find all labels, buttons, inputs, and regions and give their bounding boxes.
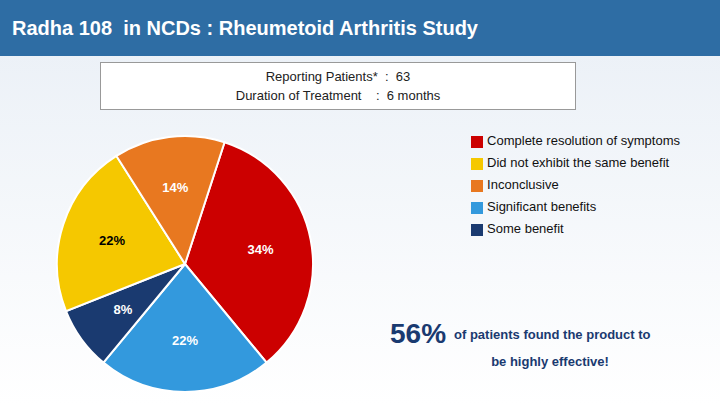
svg-text:22%: 22%	[99, 233, 125, 248]
svg-text:8%: 8%	[113, 302, 132, 317]
html-text:Duration of Treatment : 6 mont: Duration of Treatment : 6 months	[235, 88, 441, 103]
html-text:Reporting Patients* : 63: Reporting Patients* : 63	[265, 69, 411, 84]
html-text:Some benefit: Some benefit	[487, 221, 564, 236]
svg-text:22%: 22%	[172, 333, 198, 348]
html-text:Did not exhibit the same benef: Did not exhibit the same benefit	[487, 155, 670, 170]
html-text:Radha 108 in NCDs : Rheumetoid: Radha 108 in NCDs : Rheumetoid Arthritis…	[12, 16, 478, 39]
html-text:be highly effective!: be highly effective!	[491, 354, 609, 369]
html-text:56% of patients found the prod: 56% of patients found the product to	[390, 318, 651, 349]
svg-text:14%: 14%	[162, 180, 188, 195]
html-text:Inconclusive: Inconclusive	[487, 177, 559, 192]
svg-text:34%: 34%	[247, 242, 273, 257]
html-text:Complete resolution of symptom: Complete resolution of symptoms	[487, 133, 680, 148]
html-text:Significant benefits: Significant benefits	[487, 199, 597, 214]
